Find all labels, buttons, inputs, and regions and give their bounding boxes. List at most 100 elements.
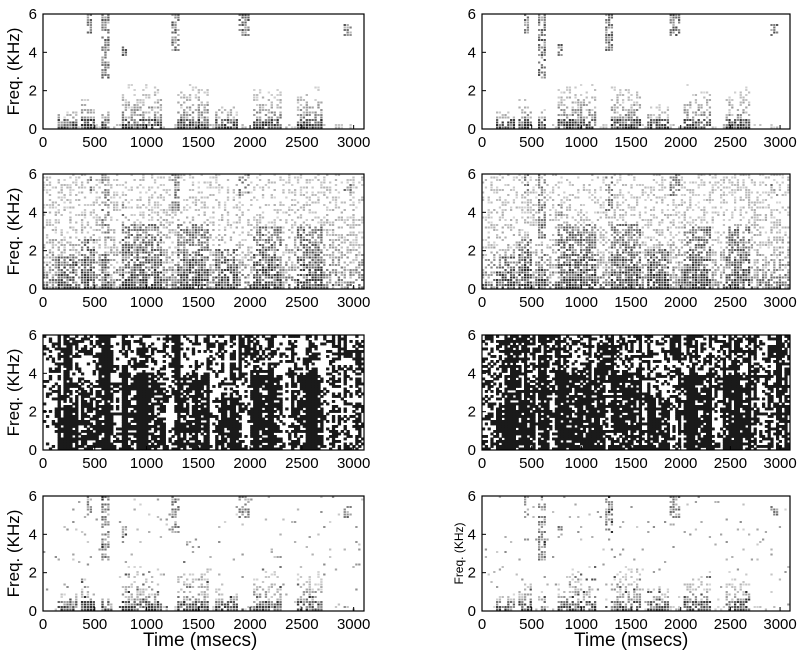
spectrogram-cell [192, 219, 194, 221]
spectrogram-cell [265, 204, 267, 206]
spectrogram-cell [244, 34, 246, 36]
spectrogram-cell [555, 272, 557, 274]
spectrogram-cell [341, 284, 343, 286]
spectrogram-cell [538, 207, 540, 209]
spectrogram-cell [174, 202, 176, 204]
spectrogram-cell [675, 34, 677, 36]
spectrogram-cell [136, 99, 138, 101]
spectrogram-cell [142, 217, 144, 219]
spectrogram-cell [591, 97, 593, 99]
spectrogram-cell [81, 124, 83, 126]
spectrogram-cell [341, 252, 343, 254]
spectrogram-cell [230, 122, 232, 124]
spectrogram-cell [122, 252, 124, 254]
spectrogram-cell [317, 279, 319, 281]
spectrogram-cell [574, 279, 576, 281]
spectrogram-cell [569, 269, 571, 271]
spectrogram-cell [588, 124, 590, 126]
spectrogram-cell [75, 272, 77, 274]
spectrogram-cell [560, 284, 562, 286]
spectrogram-cell [230, 259, 232, 261]
spectrogram-cell [72, 207, 74, 209]
spectrogram-cell [116, 269, 118, 271]
spectrogram-cell [274, 229, 276, 231]
spectrogram-cell [183, 179, 185, 181]
spectrogram-cell [201, 207, 203, 209]
spectrogram-cell [241, 212, 243, 214]
spectrogram-cell [171, 204, 173, 206]
spectrogram-cell [285, 127, 287, 129]
spectrogram-cell [201, 234, 203, 236]
spectrogram-cell [101, 117, 103, 119]
spectrogram-cell [183, 267, 185, 269]
spectrogram-cell [90, 272, 92, 274]
spectrogram-cell [527, 124, 529, 126]
spectrogram-cell [75, 287, 77, 289]
spectrogram-cell [90, 277, 92, 279]
spectrogram-cell [516, 194, 518, 196]
spectrogram-cell [180, 274, 182, 276]
spectrogram-cell [204, 257, 206, 259]
spectrogram-cell [630, 109, 632, 111]
spectrogram-cell [317, 277, 319, 279]
spectrogram-cell [87, 224, 89, 226]
spectrogram-cell [608, 27, 610, 29]
spectrogram-cell [204, 237, 206, 239]
spectrogram-cell [87, 272, 89, 274]
spectrogram-cell [569, 182, 571, 184]
spectrogram-cell [58, 274, 60, 276]
spectrogram-cell [311, 279, 313, 281]
spectrogram-cell [145, 87, 147, 89]
spectrogram-cell [145, 272, 147, 274]
spectrogram-cell [192, 264, 194, 266]
spectrogram-cell [504, 184, 506, 186]
spectrogram-cell [247, 252, 249, 254]
spectrogram-cell [90, 192, 92, 194]
spectrogram-cell [148, 269, 150, 271]
spectrogram-cell [133, 229, 135, 231]
spectrogram-cell [552, 252, 554, 254]
spectrogram-cell [524, 19, 526, 21]
spectrogram-cell [256, 287, 258, 289]
spectrogram-cell [535, 264, 537, 266]
spectrogram-cell [215, 177, 217, 179]
spectrogram-cell [698, 107, 700, 109]
spectrogram-cell [496, 124, 498, 126]
spectrogram-cell [583, 284, 585, 286]
spectrogram-cell [504, 259, 506, 261]
spectrogram-cell [291, 224, 293, 226]
spectrogram-cell [46, 257, 48, 259]
spectrogram-cell [90, 274, 92, 276]
spectrogram-cell [81, 117, 83, 119]
spectrogram-cell [133, 214, 135, 216]
spectrogram-cell [61, 284, 63, 286]
spectrogram-cell [239, 217, 241, 219]
spectrogram-cell [183, 229, 185, 231]
spectrogram-cell [320, 237, 322, 239]
spectrogram-cell [572, 184, 574, 186]
spectrogram-cell [563, 229, 565, 231]
spectrogram-cell [93, 274, 95, 276]
spectrogram-cell [236, 214, 238, 216]
spectrogram-cell [244, 239, 246, 241]
spectrogram-cell [678, 29, 680, 31]
spectrogram-cell [183, 124, 185, 126]
spectrogram-cell [107, 32, 109, 34]
spectrogram-cell [98, 182, 100, 184]
spectrogram-cell [647, 127, 649, 129]
spectrogram-cell [116, 204, 118, 206]
spectrogram-cell [204, 182, 206, 184]
spectrogram-cell [84, 127, 86, 129]
spectrogram-cell [221, 124, 223, 126]
spectrogram-cell [332, 229, 334, 231]
spectrogram-cell [63, 257, 65, 259]
spectrogram-cell [332, 284, 334, 286]
spectrogram-cell [84, 227, 86, 229]
spectrogram-cell [558, 212, 560, 214]
spectrogram-cell [516, 222, 518, 224]
spectrogram-cell [524, 207, 526, 209]
spectrogram-cell [107, 267, 109, 269]
spectrogram-cell [274, 97, 276, 99]
spectrogram-cell [586, 104, 588, 106]
spectrogram-cell [250, 182, 252, 184]
